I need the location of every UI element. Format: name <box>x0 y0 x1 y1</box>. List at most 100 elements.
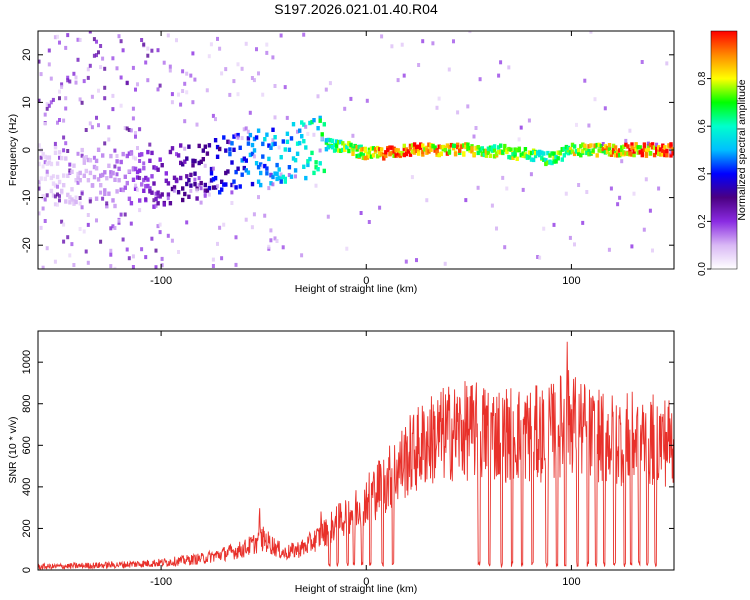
spectrogram-cell <box>127 256 131 261</box>
spectrogram-cell <box>38 186 41 191</box>
spectrogram-cell <box>234 235 238 240</box>
spectrogram-cell <box>577 147 581 153</box>
spectrogram-cell <box>181 197 185 203</box>
spectrogram-cell <box>172 175 177 180</box>
spectrogram-cell <box>618 195 622 200</box>
spectrogram-cell <box>222 182 226 187</box>
spectrogram-cell <box>351 151 355 156</box>
spectrogram-cell <box>53 194 57 199</box>
spectrogram-cell <box>369 154 374 159</box>
spectrogram-cell <box>611 150 616 155</box>
spectrogram-cell <box>72 263 76 267</box>
spectrogram-cell <box>119 187 123 192</box>
spectrogram-cell <box>417 63 421 67</box>
spectrogram-cell <box>624 142 628 147</box>
spectrogram-cell <box>191 163 195 168</box>
spectrogram-cell <box>263 163 267 169</box>
spectrogram-cell <box>271 174 275 180</box>
spectrogram-cell <box>53 183 58 188</box>
spectrogram-cell <box>43 154 47 160</box>
spectrogram-cell <box>626 144 630 149</box>
spectrogram-cell <box>256 165 261 170</box>
spectrogram-cell <box>425 147 429 153</box>
spectrogram-cell <box>123 126 127 130</box>
spectrogram-cell <box>115 154 119 158</box>
spectrogram-cell <box>189 188 193 193</box>
spectrogram-cell <box>624 138 628 143</box>
spectrogram-cell <box>620 145 624 150</box>
spectrogram-cell <box>60 155 64 161</box>
spectrogram-cell <box>408 146 413 151</box>
spectrogram-cell <box>593 97 597 102</box>
spectrogram-cell <box>589 31 593 34</box>
spectrogram-cell <box>640 152 644 158</box>
spectrogram-cell <box>66 235 70 240</box>
spectrogram-cell <box>554 156 558 162</box>
spectrogram-cell <box>224 182 228 187</box>
spectrogram-cell <box>47 62 51 67</box>
spectrogram-cell <box>88 121 92 126</box>
spectrogram-cell <box>281 245 285 250</box>
spectrogram-cell <box>68 171 72 175</box>
spectrogram-cell <box>665 153 669 158</box>
spectrogram-cell <box>357 144 361 150</box>
spectrogram-cell <box>564 191 568 196</box>
spectrogram-cell <box>244 158 248 163</box>
spectrogram-cell <box>207 185 212 191</box>
spectrogram-cell <box>74 199 78 205</box>
spectrogram-cell <box>622 150 626 155</box>
spectrogram-cell <box>78 227 82 231</box>
spectrogram-cell <box>384 150 388 155</box>
spectrogram-cell <box>657 145 661 150</box>
spectrogram-cell <box>78 97 82 102</box>
spectrogram-cell <box>47 103 51 108</box>
spectrogram-cell <box>265 50 269 55</box>
spectrogram-cell <box>250 181 255 187</box>
spectrogram-cell <box>314 165 318 170</box>
spectrogram-cell <box>45 102 49 107</box>
spectrogram-cell <box>433 148 437 153</box>
spectrogram-cell <box>464 198 468 203</box>
spectrogram-cell <box>88 63 92 68</box>
spectrogram-cell <box>220 187 224 192</box>
spectrogram-cell <box>326 214 330 219</box>
spectrogram-cell <box>211 264 215 268</box>
spectrogram-cell <box>515 156 519 161</box>
spectrogram-cell <box>443 261 447 266</box>
spectrogram-cell <box>644 151 649 156</box>
spectrogram-cell <box>45 155 49 160</box>
spectrogram-cell <box>490 145 495 150</box>
spectrogram-cell <box>209 171 214 176</box>
spectrogram-cell <box>109 252 113 257</box>
colorbar-bar <box>710 30 738 270</box>
spectrogram-cell <box>228 140 232 145</box>
spectrogram-cell <box>277 175 281 180</box>
spectrogram-cell <box>154 196 158 202</box>
spectrogram-cell <box>269 172 273 177</box>
spectrogram-cell <box>607 146 612 152</box>
spectrogram-cell <box>433 145 437 150</box>
spectrogram-cell <box>429 147 433 152</box>
spectrogram-cell <box>160 256 164 261</box>
colorbar-ticks: 0.0 0.2 0.4 0.6 0.8 <box>697 71 711 276</box>
spectrogram-cell <box>181 162 185 167</box>
spectrogram-cell <box>201 148 205 153</box>
spectrogram-cell <box>68 195 72 200</box>
spectrogram-cell <box>119 103 123 108</box>
spectrogram-cell <box>236 135 240 140</box>
spectrogram-cell <box>552 159 556 164</box>
spectrogram-cell <box>111 56 115 61</box>
spectrogram-cell <box>320 132 324 137</box>
spectrogram-cell <box>566 145 571 151</box>
spectrogram-cell <box>312 170 316 176</box>
colorbar-tick-label: 0.0 <box>697 262 708 276</box>
spectrogram-cell <box>451 143 456 148</box>
spectrogram-cell <box>646 147 651 153</box>
spectrogram-cell <box>99 173 103 178</box>
spectrogram-cell <box>38 182 41 188</box>
spectrogram-cell <box>476 150 480 156</box>
spectrogram-cell <box>468 146 472 151</box>
spectrogram-cell <box>417 144 421 149</box>
spectrogram-cell <box>234 185 238 190</box>
